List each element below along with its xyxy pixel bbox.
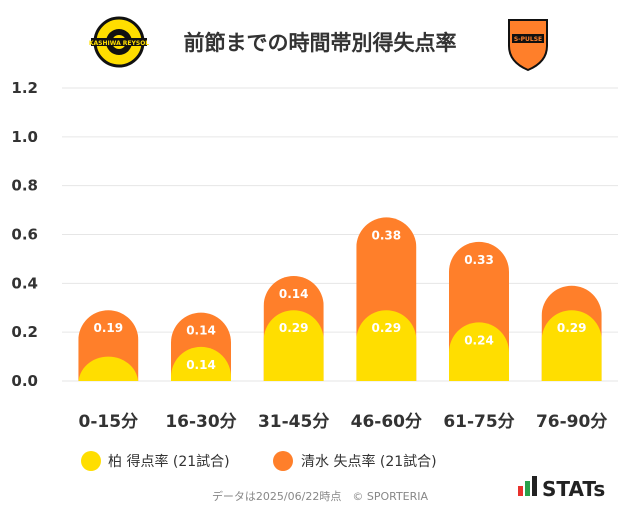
x-tick-label: 0-15分 — [79, 412, 139, 432]
legend: 柏 得点率 (21試合) 清水 失点率 (21試合) — [81, 451, 437, 471]
chart-title: 前節までの時間帯別得失点率 — [184, 31, 457, 55]
y-tick-label: 0.8 — [11, 177, 38, 195]
data-label-away: 0.19 — [94, 321, 124, 335]
data-label-home: 0.29 — [372, 321, 402, 335]
x-tick-label: 46-60分 — [351, 412, 422, 432]
bar-group — [356, 217, 417, 381]
bar-home — [541, 310, 602, 381]
data-label-away: 0.14 — [279, 287, 309, 301]
bar-group — [541, 285, 602, 381]
y-tick-label: 0.4 — [11, 274, 38, 292]
s-pulse-logo-icon: S-PULSE — [508, 19, 548, 72]
bar-group — [78, 310, 139, 381]
bar-home — [449, 322, 509, 381]
data-label-home: 0.29 — [557, 321, 587, 335]
legend-label: 柏 得点率 (21試合) — [108, 453, 230, 470]
bar-group — [263, 276, 324, 381]
bars: 0.19 0.14 0.14 0.14 0.29 0.38 0.29 0.33 0.24 0.29 — [78, 217, 602, 381]
y-axis: 0.0 0.2 0.4 0.6 0.8 1.0 1.2 — [11, 79, 38, 390]
y-tick-label: 1.0 — [11, 128, 38, 146]
x-tick-label: 76-90分 — [536, 412, 607, 432]
bar-group — [171, 312, 231, 381]
stats-brand: STATs — [518, 476, 605, 501]
x-tick-label: 61-75分 — [443, 412, 514, 432]
data-label-away: 0.33 — [464, 253, 494, 267]
y-tick-label: 0.0 — [11, 372, 38, 390]
data-label-away: 0.38 — [372, 228, 402, 242]
y-tick-label: 0.6 — [11, 226, 38, 244]
legend-label: 清水 失点率 (21試合) — [301, 453, 437, 470]
bar-home — [78, 356, 139, 381]
stats-brand-text: STATs — [542, 477, 605, 501]
legend-swatch — [81, 451, 101, 471]
data-label-home: 0.14 — [186, 358, 216, 372]
bar-home — [171, 346, 231, 381]
x-axis: 0-15分 16-30分 31-45分 46-60分 61-75分 76-90分 — [79, 412, 608, 432]
svg-text:S-PULSE: S-PULSE — [514, 36, 542, 43]
y-tick-label: 1.2 — [11, 79, 38, 97]
data-label-home: 0.29 — [279, 321, 309, 335]
svg-text:KASHIWA REYSOL: KASHIWA REYSOL — [89, 40, 149, 47]
data-label-home: 0.24 — [464, 333, 494, 347]
y-tick-label: 0.2 — [11, 323, 38, 341]
kashiwa-logo-icon: KASHIWA REYSOL — [89, 16, 149, 68]
data-label-away: 0.14 — [186, 324, 216, 338]
bar-home — [356, 310, 417, 381]
gridlines — [62, 87, 618, 382]
legend-swatch — [273, 451, 293, 471]
x-tick-label: 16-30分 — [165, 412, 236, 432]
footer-note: データは2025/06/22時点 © SPORTERIA — [212, 489, 429, 503]
bar-home — [263, 310, 324, 381]
bar-group — [449, 241, 509, 381]
stats-bars-icon — [518, 476, 537, 496]
x-tick-label: 31-45分 — [258, 412, 329, 432]
